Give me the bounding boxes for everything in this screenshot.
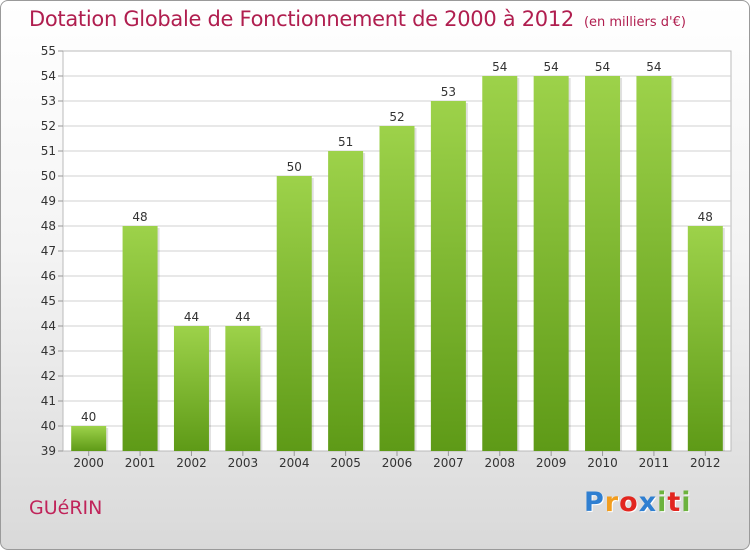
bar-2003 [225, 326, 261, 451]
y-tick-label: 40 [41, 419, 56, 433]
place-name: GUéRIN [29, 497, 103, 519]
data-label: 54 [492, 60, 507, 74]
y-tick-label: 46 [41, 269, 56, 283]
brand-logo-letter: P [584, 487, 605, 518]
brand-logo-letter: x [638, 487, 658, 518]
y-tick-label: 44 [41, 319, 56, 333]
bar-2006 [379, 126, 415, 451]
data-label: 48 [698, 210, 713, 224]
x-tick-label: 2002 [176, 456, 207, 470]
x-tick-label: 2005 [330, 456, 361, 470]
data-label: 53 [441, 85, 456, 99]
bar-2011 [636, 76, 672, 451]
y-tick-label: 52 [41, 119, 56, 133]
x-tick-label: 2000 [73, 456, 104, 470]
y-tick-label: 55 [41, 44, 56, 58]
y-tick-label: 54 [41, 69, 56, 83]
y-tick-label: 41 [41, 394, 56, 408]
y-axis-ticks: 39 40 41 42 43 44 45 46 47 48 49 50 51 52 53 54 55 [41, 44, 63, 458]
data-label: 50 [287, 160, 302, 174]
y-tick-label: 39 [41, 444, 56, 458]
x-tick-label: 2007 [433, 456, 464, 470]
y-tick-label: 48 [41, 219, 56, 233]
bars [71, 76, 725, 451]
bar-2005 [328, 151, 364, 451]
bar-2007 [430, 101, 466, 451]
x-tick-label: 2006 [382, 456, 413, 470]
data-label: 52 [389, 110, 404, 124]
data-label: 51 [338, 135, 353, 149]
data-label: 40 [81, 410, 96, 424]
y-tick-label: 45 [41, 294, 56, 308]
y-tick-label: 53 [41, 94, 56, 108]
brand-logo-letter: r [604, 487, 620, 518]
bar-2004 [276, 176, 312, 451]
data-label: 54 [646, 60, 661, 74]
bar-2012 [687, 226, 723, 451]
bar-2001 [122, 226, 158, 451]
x-axis-ticks: 2000 2001 2002 2003 2004 2005 2006 2007 2008 2009… [73, 451, 721, 470]
brand-logo-letter: i [681, 487, 692, 518]
bar-2010 [585, 76, 621, 451]
x-tick-label: 2009 [536, 456, 567, 470]
chart-unit: (en milliers d'€) [583, 15, 686, 30]
y-tick-label: 43 [41, 344, 56, 358]
bar-2000 [71, 426, 107, 451]
bar-2008 [482, 76, 518, 451]
x-tick-label: 2001 [125, 456, 156, 470]
bar-2009 [533, 76, 569, 451]
brand-logo-letter: t [667, 487, 682, 518]
x-tick-label: 2012 [690, 456, 721, 470]
x-tick-label: 2010 [587, 456, 618, 470]
y-tick-label: 50 [41, 169, 56, 183]
brand-logo-letter: i [657, 487, 668, 518]
bar-2002 [173, 326, 209, 451]
y-tick-label: 47 [41, 244, 56, 258]
data-label: 54 [595, 60, 610, 74]
title-row: Dotation Globale de Fonctionnement de 20… [29, 7, 686, 31]
x-tick-label: 2003 [228, 456, 259, 470]
chart-title: Dotation Globale de Fonctionnement de 20… [29, 7, 574, 31]
brand-logo: Proxiti [584, 487, 692, 518]
x-tick-label: 2004 [279, 456, 310, 470]
y-tick-label: 42 [41, 369, 56, 383]
data-label: 48 [132, 210, 147, 224]
data-labels: 40 48 44 44 50 51 52 53 54 54 54 54 48 [81, 60, 713, 424]
data-label: 44 [235, 310, 250, 324]
data-label: 54 [544, 60, 559, 74]
data-label: 44 [184, 310, 199, 324]
brand-logo-letter: o [619, 487, 639, 518]
x-tick-label: 2011 [639, 456, 670, 470]
x-tick-label: 2008 [484, 456, 515, 470]
y-tick-label: 49 [41, 194, 56, 208]
y-tick-label: 51 [41, 144, 56, 158]
